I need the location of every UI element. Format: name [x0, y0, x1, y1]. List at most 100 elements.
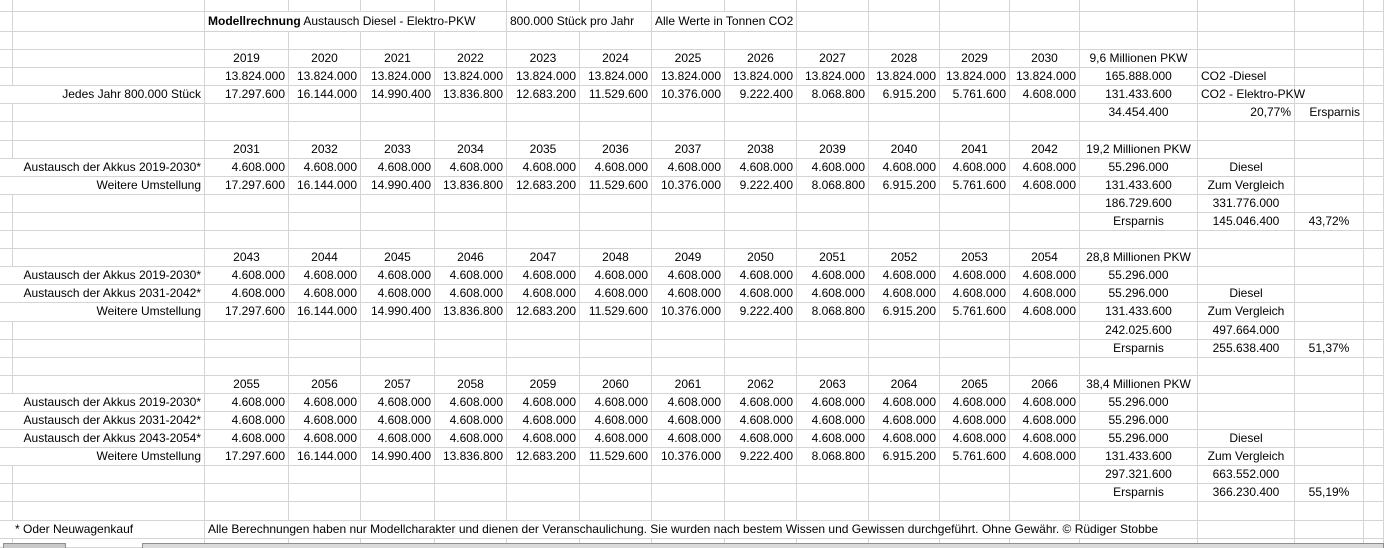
cell[interactable]	[725, 122, 797, 141]
cell[interactable]	[797, 339, 869, 358]
year-header[interactable]: 2044	[289, 249, 361, 268]
value-cell[interactable]: 16.144.000	[289, 176, 361, 195]
cell[interactable]	[869, 0, 940, 12]
cell[interactable]	[725, 357, 797, 376]
year-header[interactable]: 2054	[1010, 249, 1080, 268]
value-cell[interactable]: 4.608.000	[869, 267, 940, 286]
cell[interactable]	[1010, 502, 1080, 521]
year-header[interactable]: 2037	[652, 140, 725, 159]
cell[interactable]	[940, 122, 1010, 141]
cell[interactable]	[869, 122, 940, 141]
year-header[interactable]: 2057	[361, 375, 435, 394]
cell[interactable]	[652, 357, 725, 376]
year-header[interactable]: 2023	[507, 50, 580, 69]
value-cell[interactable]: 13.836.800	[435, 86, 507, 105]
value-cell[interactable]: 4.608.000	[725, 411, 797, 431]
cell[interactable]	[652, 231, 725, 250]
cell[interactable]	[1295, 249, 1364, 268]
cell[interactable]	[1010, 32, 1080, 51]
value-cell[interactable]: 4.608.000	[869, 393, 940, 412]
value-cell[interactable]: 4.608.000	[435, 393, 507, 412]
series-label[interactable]: Diesel	[1198, 285, 1295, 304]
value-cell[interactable]: 13.824.000	[652, 68, 725, 87]
cell[interactable]	[361, 0, 435, 12]
value-cell[interactable]: 5.761.600	[940, 448, 1010, 467]
year-header[interactable]: 2063	[797, 375, 869, 394]
cell[interactable]	[289, 104, 361, 123]
value-cell[interactable]: 4.608.000	[205, 158, 289, 177]
cell[interactable]	[1198, 267, 1295, 286]
value-cell[interactable]: 17.297.600	[205, 448, 289, 467]
year-header[interactable]: 2038	[725, 140, 797, 159]
cell[interactable]	[652, 339, 725, 358]
cell[interactable]	[1295, 502, 1364, 521]
value-cell[interactable]: 4.608.000	[361, 267, 435, 286]
savings-total[interactable]: 34.454.400	[1080, 104, 1198, 123]
year-header[interactable]: 2050	[725, 249, 797, 268]
cell[interactable]	[435, 502, 507, 521]
cell[interactable]	[205, 357, 289, 376]
cell[interactable]	[1198, 12, 1295, 32]
cell[interactable]	[0, 32, 13, 51]
value-cell[interactable]: 4.608.000	[435, 158, 507, 177]
year-header[interactable]: 2047	[507, 249, 580, 268]
value-cell[interactable]: 6.915.200	[869, 303, 940, 322]
cell[interactable]	[940, 0, 1010, 12]
value-cell[interactable]: 16.144.000	[289, 303, 361, 322]
cell[interactable]	[1010, 212, 1080, 232]
row-label[interactable]: Weitere Umstellung	[0, 303, 205, 322]
cell[interactable]	[1010, 339, 1080, 358]
cell[interactable]	[1010, 104, 1080, 123]
cell[interactable]	[13, 50, 205, 69]
cell[interactable]	[205, 466, 289, 485]
cell[interactable]	[435, 32, 507, 51]
value-cell[interactable]: 4.608.000	[361, 430, 435, 449]
cell[interactable]	[1295, 393, 1364, 412]
cell[interactable]	[361, 194, 435, 213]
row-label[interactable]: Jedes Jahr 800.000 Stück	[0, 86, 205, 105]
value-cell[interactable]: 4.608.000	[580, 158, 652, 177]
year-header[interactable]: 2059	[507, 375, 580, 394]
sheet-tab[interactable]	[3, 543, 66, 548]
value-cell[interactable]: 4.608.000	[205, 267, 289, 286]
year-header[interactable]: 2036	[580, 140, 652, 159]
cell[interactable]	[940, 484, 1010, 503]
cell[interactable]	[1010, 12, 1080, 32]
cell[interactable]	[289, 0, 361, 12]
cell[interactable]	[205, 0, 289, 12]
value-cell[interactable]: 4.608.000	[205, 411, 289, 431]
value-cell[interactable]: 12.683.200	[507, 303, 580, 322]
year-header[interactable]: 2026	[725, 50, 797, 69]
cell[interactable]	[289, 231, 361, 250]
total-cell[interactable]: 55.296.000	[1080, 430, 1198, 449]
cell[interactable]	[869, 339, 940, 358]
cell[interactable]	[869, 466, 940, 485]
cell[interactable]	[1295, 140, 1364, 159]
value-cell[interactable]: 4.608.000	[797, 411, 869, 431]
diesel-comparison-total[interactable]: 497.664.000	[1198, 321, 1295, 340]
cell[interactable]	[205, 321, 289, 340]
cell[interactable]	[361, 484, 435, 503]
year-header[interactable]: 2022	[435, 50, 507, 69]
diesel-comparison-total[interactable]: 331.776.000	[1198, 194, 1295, 213]
value-cell[interactable]: 12.683.200	[507, 448, 580, 467]
cell[interactable]	[205, 231, 289, 250]
cell[interactable]	[1364, 68, 1384, 87]
cell[interactable]	[940, 32, 1010, 51]
cell[interactable]	[435, 231, 507, 250]
cell[interactable]	[1364, 249, 1384, 268]
value-cell[interactable]: 4.608.000	[507, 158, 580, 177]
cell[interactable]	[13, 68, 205, 87]
value-cell[interactable]: 14.990.400	[361, 86, 435, 105]
year-header[interactable]: 2031	[205, 140, 289, 159]
cell[interactable]	[13, 357, 205, 376]
year-header[interactable]: 2053	[940, 249, 1010, 268]
value-cell[interactable]: 4.608.000	[869, 285, 940, 304]
value-cell[interactable]: 10.376.000	[652, 86, 725, 105]
cell[interactable]	[1080, 0, 1198, 12]
cell[interactable]	[0, 68, 13, 87]
cell[interactable]	[361, 104, 435, 123]
cell[interactable]	[869, 321, 940, 340]
cell[interactable]	[1295, 32, 1364, 51]
pkw-count-label[interactable]: 9,6 Millionen PKW	[1080, 50, 1198, 69]
